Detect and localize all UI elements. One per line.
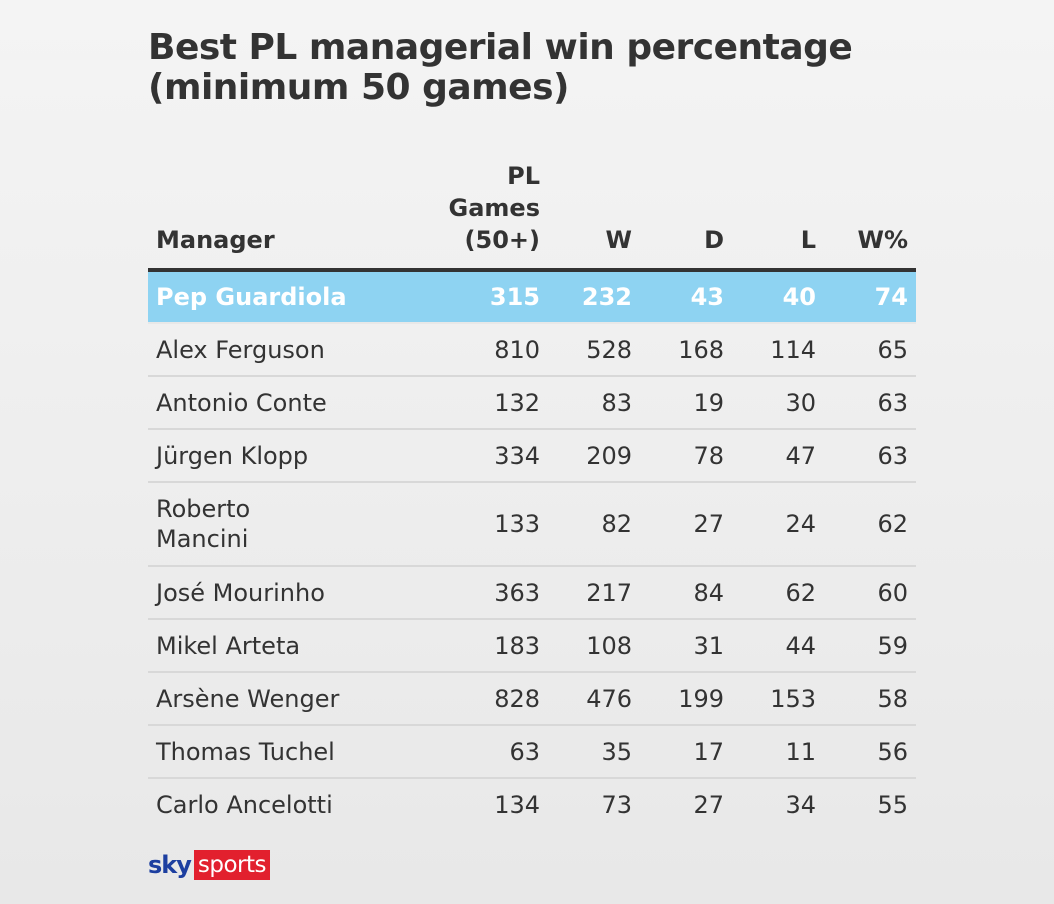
table-row: Carlo Ancelotti 134 73 27 34 55 bbox=[148, 778, 916, 831]
cell-draws: 31 bbox=[640, 619, 732, 673]
cell-manager: Arsène Wenger bbox=[148, 672, 420, 726]
cell-draws: 84 bbox=[640, 566, 732, 620]
sky-sports-logo: sky sports bbox=[148, 848, 271, 882]
logo-sky-text: sky bbox=[148, 851, 192, 879]
cell-wins: 82 bbox=[548, 482, 640, 567]
header-losses: L bbox=[732, 160, 824, 272]
cell-draws: 78 bbox=[640, 429, 732, 483]
cell-losses: 40 bbox=[732, 270, 824, 324]
cell-losses: 153 bbox=[732, 672, 824, 726]
table-body: Pep Guardiola 315 232 43 40 74 Alex Ferguson 81… bbox=[148, 270, 916, 831]
cell-win-percentage: 59 bbox=[824, 619, 916, 673]
cell-games: 334 bbox=[420, 429, 548, 483]
cell-wins: 73 bbox=[601, 791, 632, 819]
table-row: Jürgen Klopp 334 209 78 47 63 bbox=[148, 429, 916, 483]
cell-losses: 62 bbox=[732, 566, 824, 620]
cell-manager: José Mourinho bbox=[148, 566, 420, 620]
table-row: Antonio Conte 132 83 19 30 63 bbox=[148, 376, 916, 430]
header-row: Manager PL Games (50+) W D L W% bbox=[148, 160, 916, 272]
table-header: Manager PL Games (50+) W D L W% bbox=[148, 160, 916, 272]
header-draws: D bbox=[640, 160, 732, 272]
cell-draws: 199 bbox=[640, 672, 732, 726]
cell-wins: 528 bbox=[548, 323, 640, 377]
cell-games: 828 bbox=[420, 672, 548, 726]
cell-manager: Pep Guardiola bbox=[148, 270, 420, 324]
cell-games: 132 bbox=[420, 376, 548, 430]
header-games: PL Games (50+) bbox=[420, 160, 548, 272]
cell-win-percentage: 63 bbox=[824, 376, 916, 430]
cell-wins: 108 bbox=[548, 619, 640, 673]
cell-losses: 30 bbox=[732, 376, 824, 430]
stats-table-container: Manager PL Games (50+) W D L W% Pep Guard… bbox=[148, 160, 916, 831]
cell-wins: 476 bbox=[548, 672, 640, 726]
stats-table: Manager PL Games (50+) W D L W% Pep Guard… bbox=[148, 160, 916, 831]
cell-manager: Antonio Conte bbox=[148, 376, 420, 430]
cell-games: 183 bbox=[420, 619, 548, 673]
cell-win-percentage: 74 bbox=[824, 270, 916, 324]
cell-manager: Alex Ferguson bbox=[148, 323, 420, 377]
cell-games: 63 bbox=[420, 725, 548, 779]
cell-wins: 217 bbox=[548, 566, 640, 620]
table-row: Alex Ferguson 810 528 168 114 65 bbox=[148, 323, 916, 377]
cell-manager: Thomas Tuchel bbox=[148, 725, 420, 779]
header-win-percentage: W% bbox=[824, 160, 916, 272]
cell-losses: 47 bbox=[732, 429, 824, 483]
table-row: Arsène Wenger 828 476 199 153 58 bbox=[148, 672, 916, 726]
header-manager: Manager bbox=[148, 160, 420, 272]
cell-losses: 44 bbox=[732, 619, 824, 673]
cell-losses: 114 bbox=[732, 323, 824, 377]
cell-wins: 35 bbox=[548, 725, 640, 779]
header-games-line2: (50+) bbox=[464, 226, 540, 254]
logo-sports-text: sports bbox=[193, 850, 271, 880]
cell-losses: 24 bbox=[732, 482, 824, 567]
chart-title: Best PL managerial win percentage (minim… bbox=[148, 27, 853, 108]
header-games-line1: PL Games bbox=[448, 162, 540, 222]
cell-win-percentage: 60 bbox=[824, 566, 916, 620]
table-row: Mikel Arteta 183 108 31 44 59 bbox=[148, 619, 916, 673]
cell-win-percentage: 65 bbox=[824, 323, 916, 377]
cell-win-percentage: 58 bbox=[824, 672, 916, 726]
cell-draws: 17 bbox=[640, 725, 732, 779]
cell-wins: 209 bbox=[548, 429, 640, 483]
cell-games: 133 bbox=[420, 482, 548, 567]
cell-manager: Roberto Mancini bbox=[148, 482, 420, 567]
table-row: José Mourinho 363 217 84 62 60 bbox=[148, 566, 916, 620]
cell-wins: 232 bbox=[548, 270, 640, 324]
cell-games: 315 bbox=[420, 270, 548, 324]
cell-losses: 11 bbox=[732, 725, 824, 779]
cell-games: 363 bbox=[420, 566, 548, 620]
table-row: Roberto Mancini 133 82 27 24 62 bbox=[148, 482, 916, 567]
cell-manager: Jürgen Klopp bbox=[148, 429, 420, 483]
table-row: Thomas Tuchel 63 35 17 11 56 bbox=[148, 725, 916, 779]
cell-manager: Mikel Arteta bbox=[148, 619, 420, 673]
cell-wins: 83 bbox=[548, 376, 640, 430]
cell-losses: 34 bbox=[785, 791, 816, 819]
cell-win-percentage: 56 bbox=[824, 725, 916, 779]
cell-manager: Carlo Ancelotti bbox=[156, 791, 333, 819]
cell-games: 810 bbox=[420, 323, 548, 377]
cell-draws: 168 bbox=[640, 323, 732, 377]
cell-games: 134 bbox=[494, 791, 540, 819]
cell-win-percentage: 62 bbox=[824, 482, 916, 567]
cell-win-percentage: 55 bbox=[877, 791, 908, 819]
cell-draws: 19 bbox=[640, 376, 732, 430]
cell-draws: 43 bbox=[640, 270, 732, 324]
header-wins: W bbox=[548, 160, 640, 272]
cell-win-percentage: 63 bbox=[824, 429, 916, 483]
cell-draws: 27 bbox=[693, 791, 724, 819]
cell-draws: 27 bbox=[640, 482, 732, 567]
table-row-highlighted: Pep Guardiola 315 232 43 40 74 bbox=[148, 270, 916, 324]
